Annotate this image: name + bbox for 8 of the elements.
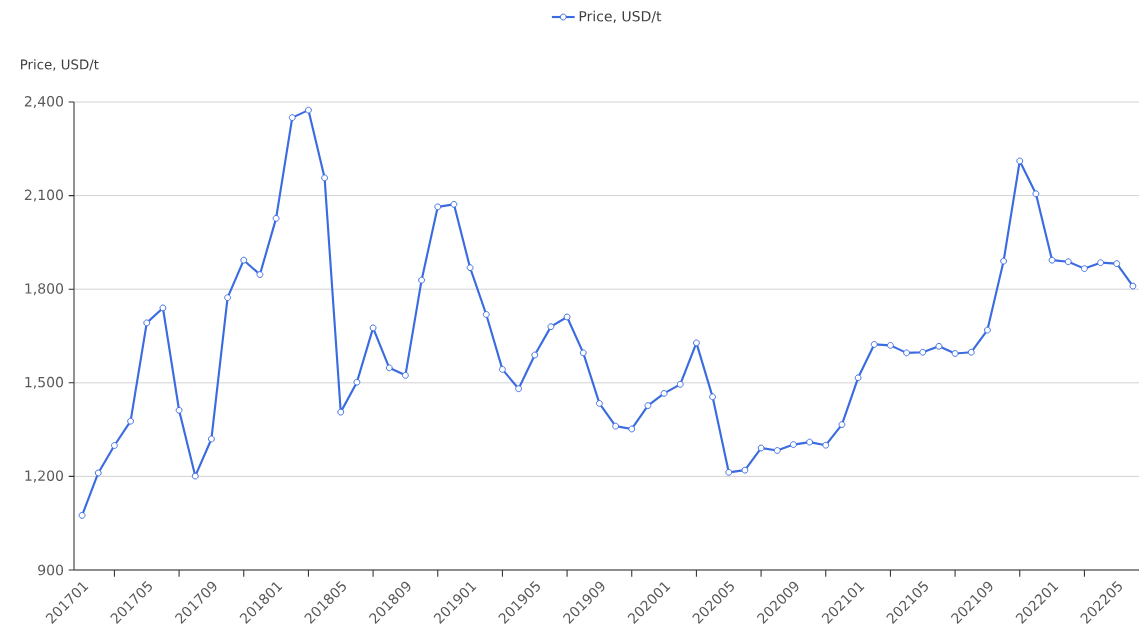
y-tick-label: 900: [38, 564, 64, 576]
y-tick-label: 1,200: [25, 470, 64, 483]
y-axis-title: Price, USD/t: [21, 59, 99, 71]
y-tick-label: 1,500: [25, 376, 64, 389]
y-tick-label: 1,800: [25, 283, 64, 296]
y-tick-label: 2,100: [24, 189, 64, 202]
legend-label: Price, USD/t: [579, 10, 662, 23]
y-tick-label: 2,400: [24, 95, 64, 109]
